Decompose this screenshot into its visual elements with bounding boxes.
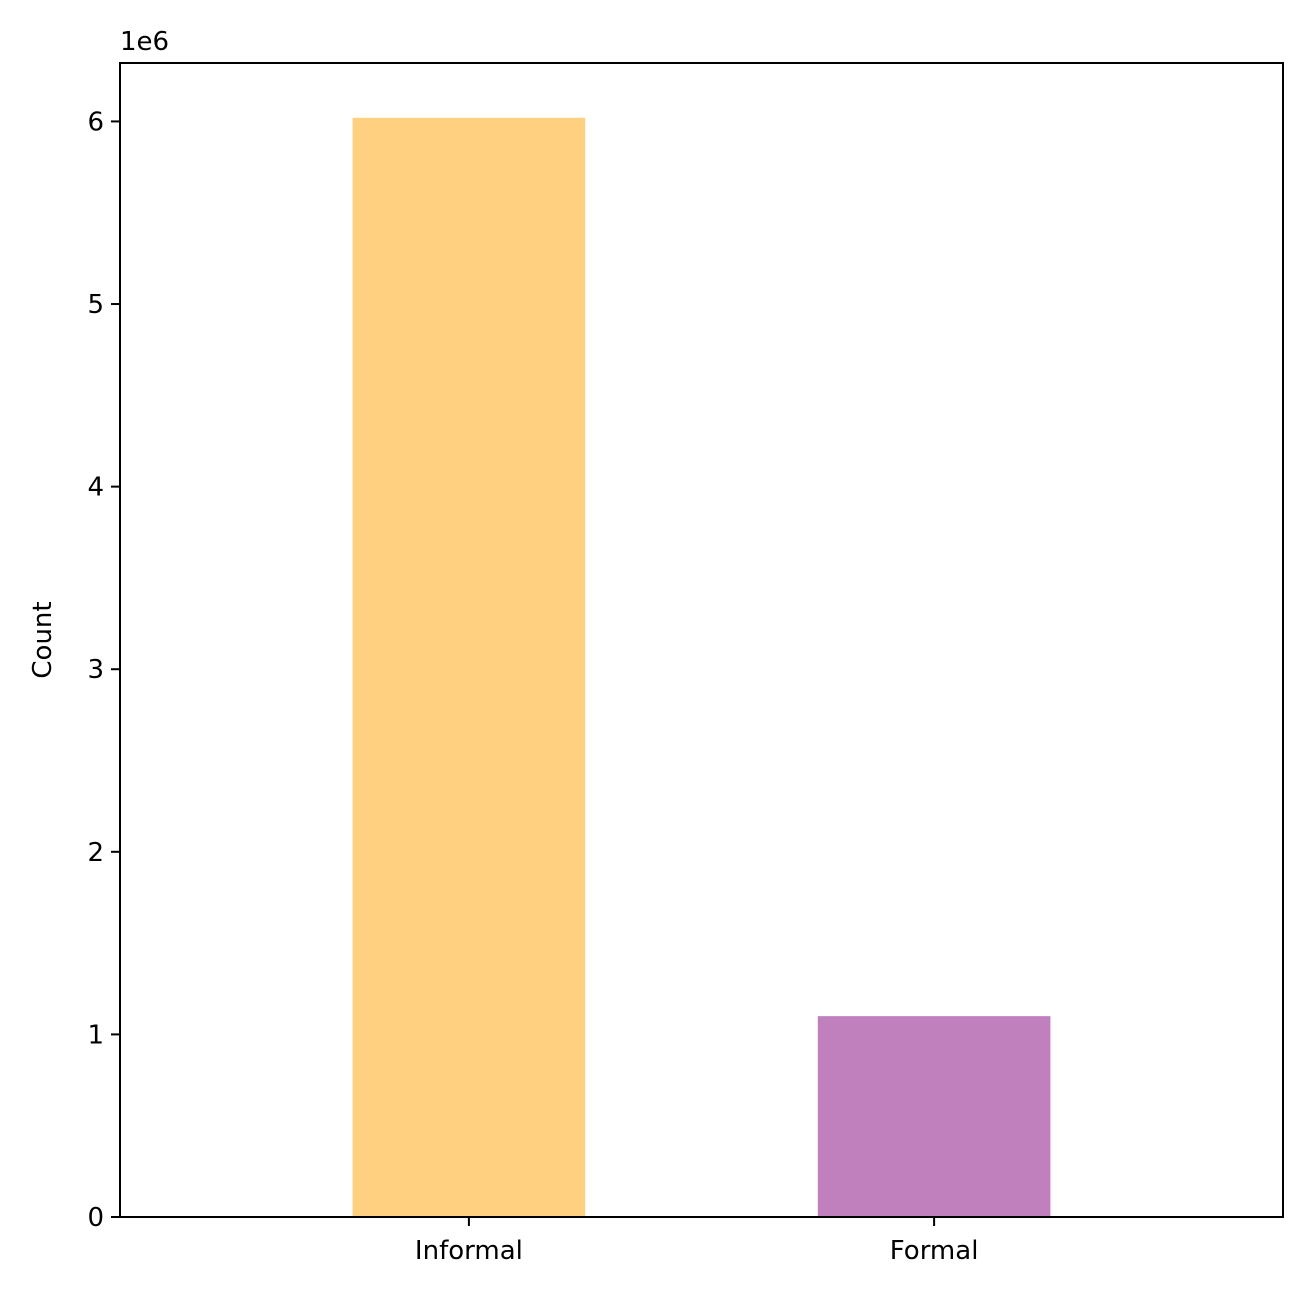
x-tick-label: Informal [415,1236,523,1266]
plot-frame [119,62,1284,1218]
x-axis-ticks: Informal Formal [415,1217,978,1266]
y-tick-label: 2 [87,838,104,868]
y-tick-label: 3 [87,655,104,685]
y-axis-ticks: 0 1 2 3 4 5 6 [87,107,120,1233]
y-tick-label: 0 [87,1203,104,1233]
bar-formal [817,1016,1051,1217]
y-tick-label: 1 [87,1020,104,1050]
bar-informal [352,117,586,1218]
y-axis-label: Count [28,601,58,678]
y-axis-offset-text: 1e6 [120,27,169,57]
y-tick-label: 4 [87,473,104,503]
y-tick-label: 5 [87,290,104,320]
x-tick-label: Formal [890,1236,979,1266]
bars-group [352,117,1051,1218]
y-tick-label: 6 [87,107,104,137]
